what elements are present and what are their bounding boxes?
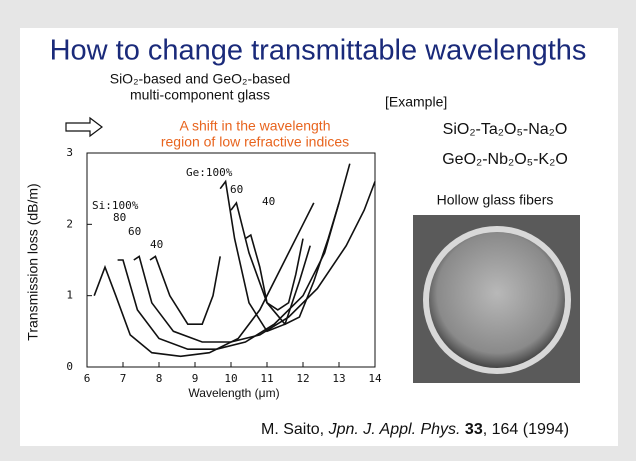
citation-part: 33 bbox=[460, 421, 482, 438]
x-tick-label: 14 bbox=[368, 372, 382, 385]
curve-label: 40 bbox=[150, 238, 163, 251]
title: How to change transmittable wavelengths bbox=[50, 35, 587, 67]
x-tick-label: 9 bbox=[192, 372, 199, 385]
citation: M. Saito, Jpn. J. Appl. Phys. 33, 164 (1… bbox=[261, 421, 569, 438]
example-label: [Example] bbox=[385, 94, 447, 110]
x-tick-label: 10 bbox=[224, 372, 237, 385]
x-tick-label: 7 bbox=[120, 372, 127, 385]
example-formula: GeO₂-Nb₂O₅-K₂O bbox=[442, 151, 568, 168]
x-tick-label: 12 bbox=[296, 372, 309, 385]
shift-text: region of low refractive indices bbox=[161, 134, 349, 150]
x-tick-label: 6 bbox=[84, 372, 91, 385]
fiber-core bbox=[429, 232, 565, 368]
curve-label: 60 bbox=[230, 183, 243, 196]
curve-label: 60 bbox=[128, 225, 141, 238]
y-tick-label: 2 bbox=[66, 217, 73, 230]
citation-part: M. Saito, bbox=[261, 421, 329, 438]
x-axis-label: Wavelength (μm) bbox=[188, 386, 279, 400]
slide-canvas: How to change transmittable wavelengths … bbox=[0, 0, 636, 461]
y-axis-label: Transmission loss (dB/m) bbox=[25, 183, 41, 340]
citation-part: Jpn. J. Appl. Phys. bbox=[328, 421, 461, 438]
shift-text: A shift in the wavelength bbox=[180, 118, 331, 134]
curve-label: 80 bbox=[113, 211, 126, 224]
y-tick-label: 0 bbox=[66, 360, 73, 373]
y-tick-label: 1 bbox=[66, 289, 73, 302]
x-tick-label: 8 bbox=[156, 372, 163, 385]
curve-label: Ge:100% bbox=[186, 166, 233, 179]
citation-part: , 164 (1994) bbox=[483, 421, 569, 438]
glass-text: SiO₂-based and GeO₂-based bbox=[110, 71, 291, 87]
example-formula: SiO₂-Ta₂O₅-Na₂O bbox=[443, 121, 568, 138]
x-tick-label: 11 bbox=[260, 372, 273, 385]
y-tick-label: 3 bbox=[66, 146, 73, 159]
curve-label: 40 bbox=[262, 195, 275, 208]
slide: How to change transmittable wavelengths … bbox=[0, 0, 636, 461]
glass-text: multi-component glass bbox=[130, 87, 270, 103]
photo-caption: Hollow glass fibers bbox=[437, 192, 554, 208]
x-tick-label: 13 bbox=[332, 372, 345, 385]
